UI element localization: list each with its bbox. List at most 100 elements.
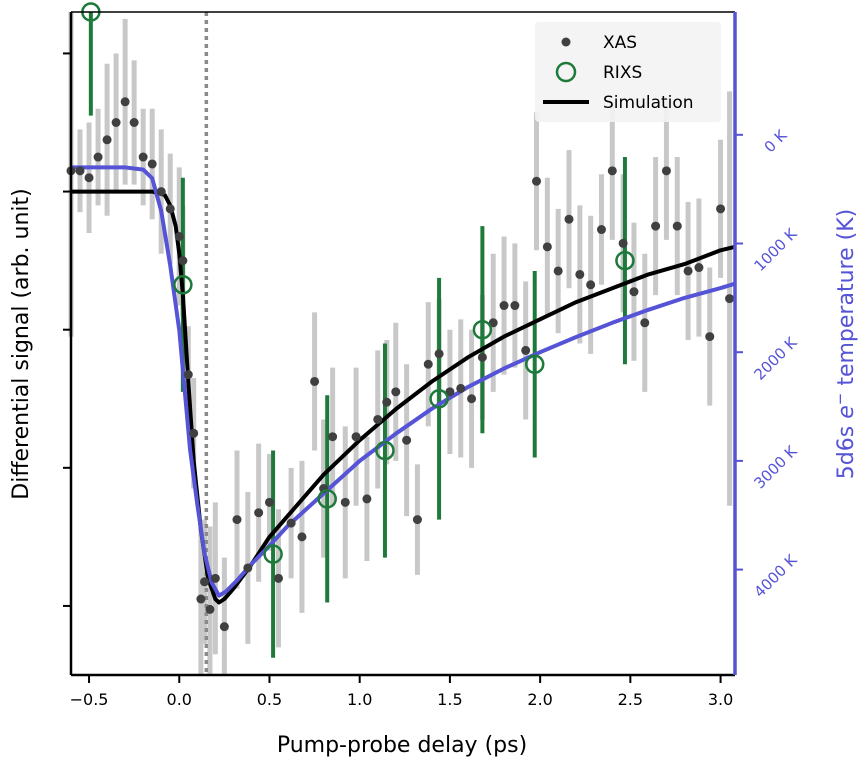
xas-point [111,118,121,127]
rixs-point [472,319,493,340]
xas-point [488,318,498,328]
legend-label-xas: XAS [603,33,637,53]
xas-point [629,287,639,297]
x-axis-title: Pump-probe delay (ps) [277,733,527,758]
xas-point [219,622,229,632]
xas-point [102,135,112,145]
xas-point [640,318,650,328]
y2-title-electron: e [834,405,859,419]
y2-axis-title: 5d6s e− temperature (K) [831,209,859,479]
xas-point [434,349,444,359]
xas-point [243,563,253,573]
xas-point [205,604,215,614]
xas-point [553,266,563,276]
xas-point [183,370,193,380]
xas-point [402,435,412,445]
xas-point [716,204,726,214]
xas-point [651,221,661,231]
xas-point [178,256,188,266]
rixs-point [263,544,283,564]
xas-point [196,594,206,604]
x-tick-label: 0.5 [257,690,282,709]
xas-point [286,518,296,528]
y2-tick-label: 0 K [761,126,792,157]
xas-point [264,497,274,507]
xas-point [297,532,307,542]
rixs-point [173,275,193,295]
rixs-point [524,354,545,374]
xas-point [725,294,735,304]
xas-point [694,263,704,273]
xas-point [521,345,531,355]
xas-point [596,225,606,235]
xas-point [84,173,94,183]
x-tick-label: 1.5 [437,690,462,709]
x-tick-label: 2.0 [527,690,552,709]
xas-point [499,301,509,311]
legend-box [535,22,721,122]
xas-point [373,414,383,424]
y2-tick-label: 2000 K [750,333,801,384]
xas-point [618,238,628,248]
temperature-line [71,165,736,598]
rixs-point [317,489,337,509]
x-axis-ticks: −0.5 0.0 0.5 1.0 1.5 2.0 2.5 3.0 [70,675,733,709]
xas-point [672,221,682,231]
y2-title-superscript: − [831,393,849,406]
y-axis-title: Differential signal (arb. unit) [9,188,34,499]
x-tick-label: −0.5 [70,690,109,709]
xas-point [254,508,264,518]
xas-point [477,352,487,362]
xas-point [93,152,103,162]
xas-point [129,118,139,127]
rixs-errorbars [88,12,627,658]
xas-point [138,152,148,162]
xas-point [683,266,693,276]
xas-point [532,176,542,186]
xas-point [362,494,372,504]
y2-title-prefix: 5d6s [834,419,859,479]
xas-point [510,301,520,311]
x-tick-label: 1.0 [347,690,372,709]
legend-label-rixs: RIXS [603,63,642,83]
xas-point [467,394,477,404]
rixs-points [81,2,635,564]
xas-point [542,242,552,252]
xas-point [174,231,184,241]
xas-point [586,280,596,290]
xas-points [66,97,735,632]
xas-point [232,515,242,525]
xas-point [456,383,466,393]
xas-point [445,387,455,397]
xas-point [274,573,283,583]
legend-rixs-marker [555,61,577,83]
y-axis-ticks [63,52,71,607]
rixs-point [615,250,635,271]
y2-tick-label: 4000 K [750,550,801,601]
xas-point [412,515,422,525]
y2-tick-label: 3000 K [750,442,801,493]
y2-tick-label: 1000 K [750,224,801,275]
xas-point [351,432,361,442]
y2-title-suffix: temperature (K) [834,209,859,393]
xas-point [423,359,433,369]
xas-point [575,269,585,279]
x-tick-label: 3.0 [708,690,733,709]
rixs-point [429,389,449,409]
xas-point [705,332,715,342]
xas-point [165,204,175,214]
xas-point [310,376,320,386]
xas-point [661,166,671,176]
plot-area [66,2,736,675]
xas-point [189,428,199,438]
y2-axis-ticks: 0 K 1000 K 2000 K 3000 K 4000 K [735,126,801,601]
xas-point [564,214,574,224]
xas-point [200,577,210,587]
xas-point [210,573,220,583]
xas-point [75,166,85,176]
legend-label-simulation: Simulation [603,93,694,113]
xas-point [156,187,166,197]
xas-point [147,159,157,169]
xas-point [391,387,401,397]
